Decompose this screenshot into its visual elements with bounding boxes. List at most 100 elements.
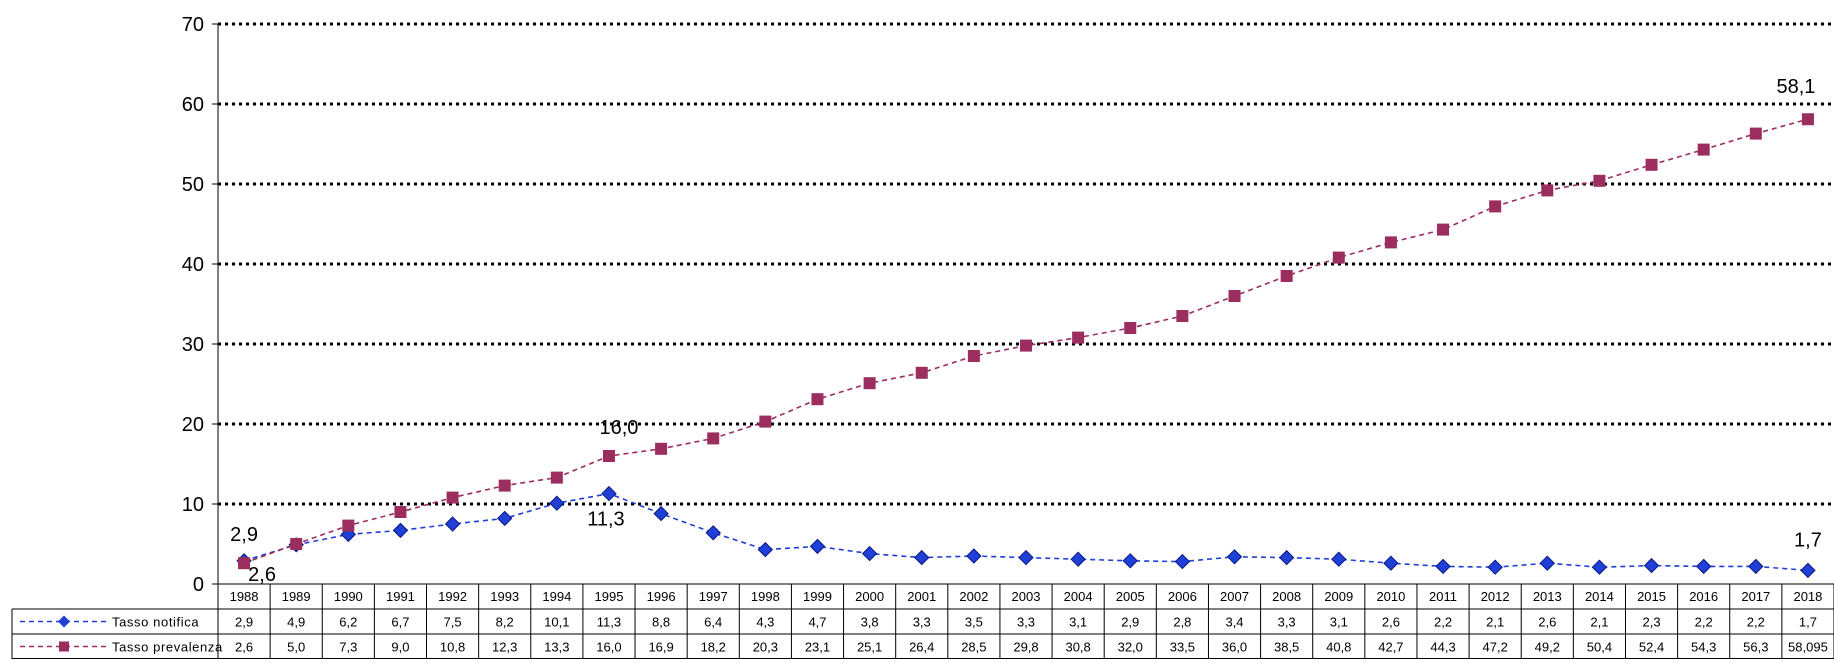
table-value-cell: 2,6: [235, 640, 253, 655]
data-point-notifica: [1643, 557, 1660, 574]
table-value-cell: 2,2: [1747, 615, 1765, 630]
table-value-cell: 56,3: [1743, 640, 1768, 655]
data-point-notifica: [1748, 558, 1764, 575]
y-tick-label: 70: [182, 14, 204, 36]
x-category-label: 2001: [907, 589, 936, 604]
data-point-prevalenza: [1332, 251, 1345, 264]
table-value-cell: 28,5: [961, 640, 986, 655]
table-value-cell: 3,3: [1017, 615, 1035, 630]
table-value-cell: 32,0: [1118, 640, 1143, 655]
x-category-label: 1991: [386, 589, 415, 604]
x-category-label: 1989: [282, 589, 311, 604]
x-category-label: 2016: [1689, 589, 1718, 604]
y-tick-label: 40: [182, 254, 204, 276]
table-value-cell: 4,7: [808, 615, 826, 630]
data-label: 11,3: [587, 509, 624, 531]
table-value-cell: 49,2: [1535, 640, 1560, 655]
table-value-cell: 36,0: [1222, 640, 1247, 655]
data-point-notifica: [444, 516, 461, 532]
data-point-prevalenza: [1645, 158, 1658, 171]
x-category-label: 2018: [1793, 589, 1822, 604]
data-point-prevalenza: [1020, 339, 1032, 352]
x-category-label: 2009: [1324, 589, 1353, 604]
data-point-notifica: [1278, 549, 1295, 566]
y-tick-label: 0: [193, 574, 204, 596]
data-point-notifica: [1018, 549, 1034, 566]
legend-diamond-icon: [58, 615, 70, 628]
table-value-cell: 54,3: [1691, 640, 1716, 655]
table-value-cell: 20,3: [753, 640, 778, 655]
data-point-prevalenza: [1228, 290, 1241, 302]
table-value-cell: 2,2: [1695, 615, 1713, 630]
table-value-cell: 7,3: [339, 640, 357, 655]
table-value-cell: 47,2: [1483, 640, 1508, 655]
table-value-cell: 5,0: [287, 640, 305, 655]
data-point-notifica: [705, 525, 721, 541]
data-point-prevalenza: [550, 471, 563, 484]
data-label: 2,9: [230, 524, 258, 546]
data-label: 1,7: [1794, 529, 1822, 551]
y-tick-label: 20: [182, 414, 204, 436]
table-value-cell: 4,9: [287, 615, 305, 630]
table-value-cell: 16,9: [648, 640, 673, 655]
table-value-cell: 12,3: [492, 640, 517, 655]
table-value-cell: 6,7: [391, 615, 409, 630]
data-point-notifica: [1070, 551, 1086, 567]
data-label: 58,1: [1776, 76, 1815, 98]
data-point-prevalenza: [915, 366, 928, 379]
table-value-cell: 3,3: [913, 615, 931, 630]
data-point-prevalenza: [602, 450, 615, 462]
data-point-prevalenza: [655, 442, 668, 455]
x-category-label: 2011: [1429, 589, 1457, 604]
data-point-prevalenza: [1749, 127, 1762, 140]
data-point-notifica: [1383, 555, 1399, 571]
table-value-cell: 16,0: [596, 640, 621, 655]
data-point-notifica: [809, 538, 826, 555]
table-value-cell: 33,5: [1170, 640, 1195, 655]
data-point-notifica: [1174, 553, 1191, 570]
x-category-label: 1999: [803, 589, 832, 604]
data-point-prevalenza: [1176, 310, 1189, 322]
table-value-cell: 25,1: [857, 640, 882, 655]
data-point-prevalenza: [498, 479, 511, 492]
x-category-label: 2000: [855, 589, 884, 604]
data-point-notifica: [1800, 562, 1816, 579]
series-name-label: Tasso prevalenza: [112, 640, 223, 655]
data-label: 16,0: [599, 417, 638, 439]
table-value-cell: 2,8: [1173, 615, 1191, 630]
x-category-label: 2010: [1376, 589, 1405, 604]
table-value-cell: 2,2: [1434, 615, 1452, 630]
x-category-label: 2002: [959, 589, 988, 604]
data-point-prevalenza: [394, 506, 407, 518]
table-value-cell: 2,3: [1643, 615, 1661, 630]
data-point-prevalenza: [238, 557, 251, 570]
table-value-cell: 10,8: [440, 640, 465, 655]
data-point-notifica: [1695, 558, 1712, 575]
data-point-notifica: [757, 541, 774, 558]
data-point-prevalenza: [1697, 143, 1710, 156]
table-value-cell: 50,4: [1587, 640, 1612, 655]
table-value-cell: 8,8: [652, 615, 670, 630]
y-axis: 0 10 20 30 40 50 60 70: [182, 14, 219, 596]
x-category-label: 1988: [230, 589, 259, 604]
data-point-prevalenza: [707, 432, 720, 445]
y-tick-label: 60: [182, 94, 204, 116]
x-category-label: 2005: [1116, 589, 1145, 604]
data-point-prevalenza: [446, 491, 459, 504]
table-value-cell: 44,3: [1430, 640, 1455, 655]
table-value-cell: 7,5: [444, 615, 462, 630]
data-point-notifica: [1331, 551, 1347, 567]
data-annotations: 2,9 2,6 16,0 11,3 58,1 1,7: [230, 76, 1822, 586]
table-value-cell: 52,4: [1639, 640, 1664, 655]
data-point-notifica: [497, 510, 513, 527]
x-category-label: 2013: [1533, 589, 1562, 604]
data-point-notifica: [1226, 549, 1243, 565]
data-point-notifica: [914, 549, 930, 566]
x-category-label: 2008: [1272, 589, 1301, 604]
table-value-cell: 2,9: [1121, 615, 1139, 630]
data-point-prevalenza: [1437, 223, 1450, 236]
x-category-label: 2014: [1585, 589, 1614, 604]
data-label: 2,6: [248, 564, 276, 586]
gridlines: [218, 22, 1834, 506]
data-point-prevalenza: [759, 415, 772, 428]
